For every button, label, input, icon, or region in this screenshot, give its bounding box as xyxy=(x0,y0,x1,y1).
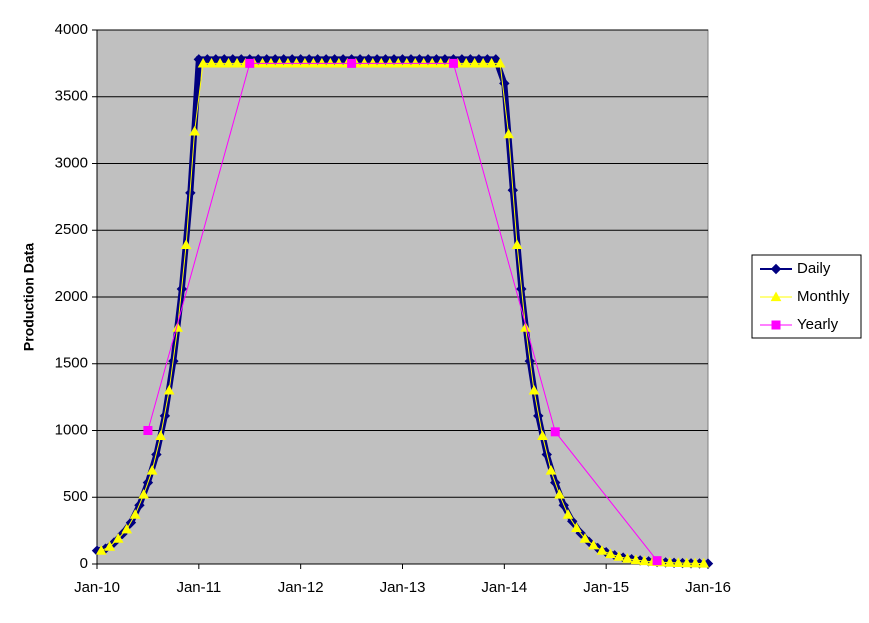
marker xyxy=(95,545,107,555)
marker xyxy=(112,533,124,543)
x-tick-label: Jan-13 xyxy=(380,579,426,596)
marker xyxy=(511,239,523,250)
marker xyxy=(448,58,458,68)
marker xyxy=(622,553,633,563)
x-tick-label: Jan-12 xyxy=(278,579,324,596)
marker xyxy=(554,489,565,499)
marker xyxy=(672,557,684,568)
marker xyxy=(143,426,153,435)
y-axis-label: Production Data xyxy=(21,243,37,351)
marker xyxy=(550,427,560,437)
marker xyxy=(545,465,557,475)
y-tick-label: 2000 xyxy=(55,288,88,305)
legend-label: Yearly xyxy=(797,316,839,333)
series-line xyxy=(147,62,658,561)
marker xyxy=(652,556,662,566)
marker xyxy=(138,489,150,499)
marker xyxy=(689,557,701,568)
legend-label: Monthly xyxy=(797,288,850,305)
marker xyxy=(630,554,642,565)
x-tick-label: Jan-14 xyxy=(481,579,527,596)
x-tick-label: Jan-15 xyxy=(583,579,629,596)
marker xyxy=(347,58,357,68)
marker xyxy=(571,522,582,533)
marker xyxy=(223,57,234,68)
marker xyxy=(172,322,183,332)
marker xyxy=(537,430,548,440)
marker xyxy=(528,384,540,395)
legend-marker xyxy=(770,263,782,275)
y-tick-label: 3500 xyxy=(55,88,88,105)
legend-label: Daily xyxy=(797,260,831,277)
y-tick-label: 500 xyxy=(63,488,88,505)
x-tick-label: Jan-10 xyxy=(74,579,120,596)
marker xyxy=(180,239,192,250)
y-tick-label: 1500 xyxy=(55,355,88,372)
marker xyxy=(231,57,243,68)
marker xyxy=(129,509,141,519)
marker xyxy=(197,57,209,68)
marker xyxy=(639,555,650,566)
marker xyxy=(469,57,480,68)
legend-marker xyxy=(771,320,781,330)
y-tick-label: 1000 xyxy=(55,421,88,438)
marker xyxy=(486,57,497,68)
marker xyxy=(664,557,676,567)
marker xyxy=(189,125,200,136)
marker xyxy=(146,465,158,475)
marker xyxy=(579,533,591,543)
y-tick-label: 4000 xyxy=(55,21,88,38)
y-tick-label: 3000 xyxy=(55,154,88,171)
marker xyxy=(121,523,133,534)
marker xyxy=(596,545,608,555)
marker xyxy=(681,557,693,568)
marker xyxy=(698,557,710,568)
y-tick-label: 0 xyxy=(80,555,88,572)
marker xyxy=(460,57,472,68)
marker xyxy=(520,322,531,332)
marker xyxy=(477,57,489,68)
y-tick-label: 2500 xyxy=(55,221,88,238)
x-tick-label: Jan-11 xyxy=(176,579,221,596)
marker xyxy=(214,57,226,68)
marker xyxy=(605,548,616,559)
marker xyxy=(104,541,116,551)
marker xyxy=(206,57,217,68)
marker xyxy=(588,539,599,550)
marker xyxy=(245,58,255,68)
legend-marker xyxy=(770,291,782,302)
marker xyxy=(163,384,175,395)
marker xyxy=(155,430,166,440)
x-tick-label: Jan-16 xyxy=(685,579,731,596)
marker xyxy=(494,57,506,68)
marker xyxy=(613,551,625,561)
marker xyxy=(503,128,514,139)
marker xyxy=(562,509,574,519)
